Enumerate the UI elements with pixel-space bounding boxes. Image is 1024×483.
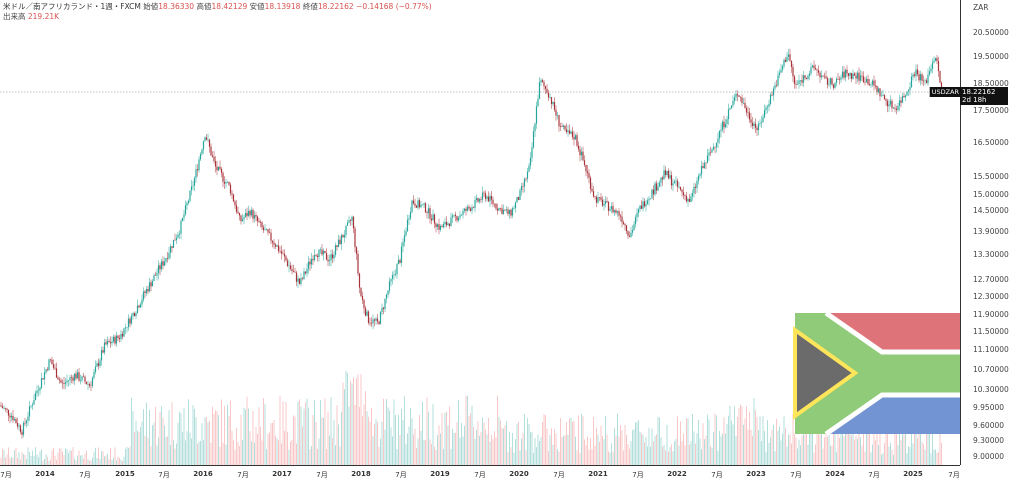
price-tick: 14.50000: [973, 206, 1009, 215]
time-tick: 7月: [868, 471, 880, 479]
price-tick: 16.50000: [973, 138, 1009, 147]
volume-value: 219.21K: [27, 12, 60, 21]
price-tick: 9.30000: [973, 436, 1005, 445]
price-tick: 9.95000: [973, 403, 1005, 412]
time-tick: 2021: [588, 470, 608, 478]
time-tick: 7月: [316, 471, 328, 479]
open-value: 18.36330: [158, 2, 195, 11]
time-tick: 7月: [948, 471, 960, 479]
low-value: 18.13918: [264, 2, 301, 11]
time-tick: 7月: [711, 471, 723, 479]
time-axis[interactable]: 7月 2014 7月 2015 7月 2016 7月 2017 7月 2018 7月 2019 7月 20…: [0, 465, 960, 483]
time-tick: 2023: [746, 470, 766, 478]
time-tick: 7月: [474, 471, 486, 479]
price-axis[interactable]: ZAR 20.50000 19.50000 18.50000 17.50000 16.5…: [960, 0, 1024, 465]
time-tick: 2024: [825, 470, 845, 478]
time-tick: 2019: [430, 470, 450, 478]
ohlc-legend: 米ドル／南アフリカランド・1週・FXCM 始値18.36330 高値18.421…: [3, 2, 432, 21]
price-tick: 11.50000: [973, 327, 1009, 336]
time-tick: 7月: [79, 471, 91, 479]
price-chart[interactable]: [0, 0, 960, 465]
current-price-tag: 18.22162 2d 18h: [960, 87, 1008, 105]
time-tick: 2015: [115, 470, 135, 478]
time-tick: 7月: [553, 471, 565, 479]
price-tick: 9.00000: [973, 452, 1005, 461]
price-tick: 10.30000: [973, 385, 1009, 394]
time-tick: 2020: [509, 470, 529, 478]
symbol-tag: USDZAR: [929, 87, 961, 97]
volume-bars: [0, 370, 942, 465]
time-tick: 7月: [0, 471, 12, 479]
price-tick: 19.50000: [973, 52, 1009, 61]
currency-label: ZAR: [973, 3, 989, 12]
price-tick: 17.50000: [973, 106, 1009, 115]
time-tick: 7月: [790, 471, 802, 479]
legend-title: 米ドル／南アフリカランド・1週・FXCM: [3, 2, 141, 11]
time-tick: 7月: [237, 471, 249, 479]
high-value: 18.42129: [211, 2, 248, 11]
time-tick: 2017: [272, 470, 292, 478]
price-tick: 11.90000: [973, 310, 1009, 319]
time-tick: 2018: [351, 470, 371, 478]
close-value: 18.22162: [317, 2, 354, 11]
candlesticks: [0, 48, 943, 439]
price-tick: 20.50000: [973, 28, 1009, 37]
time-tick: 2016: [193, 470, 213, 478]
price-tick: 15.50000: [973, 172, 1009, 181]
time-tick: 7月: [632, 471, 644, 479]
price-tick: 15.00000: [973, 190, 1009, 199]
price-tick: 13.30000: [973, 250, 1009, 259]
price-tick: 13.90000: [973, 227, 1009, 236]
price-tick: 12.30000: [973, 292, 1009, 301]
time-tick: 2014: [35, 470, 55, 478]
price-tick: 11.10000: [973, 345, 1009, 354]
time-tick: 7月: [158, 471, 170, 479]
time-tick: 7月: [395, 471, 407, 479]
time-tick: 2022: [667, 470, 687, 478]
change-value: −0.14168 (−0.77%): [356, 2, 432, 11]
south-africa-flag: [793, 310, 960, 437]
time-tick: 2025: [903, 470, 923, 478]
price-tick: 10.70000: [973, 365, 1009, 374]
price-tick: 18.50000: [973, 79, 1009, 88]
price-tick: 9.60000: [973, 421, 1005, 430]
price-tick: 12.70000: [973, 275, 1009, 284]
